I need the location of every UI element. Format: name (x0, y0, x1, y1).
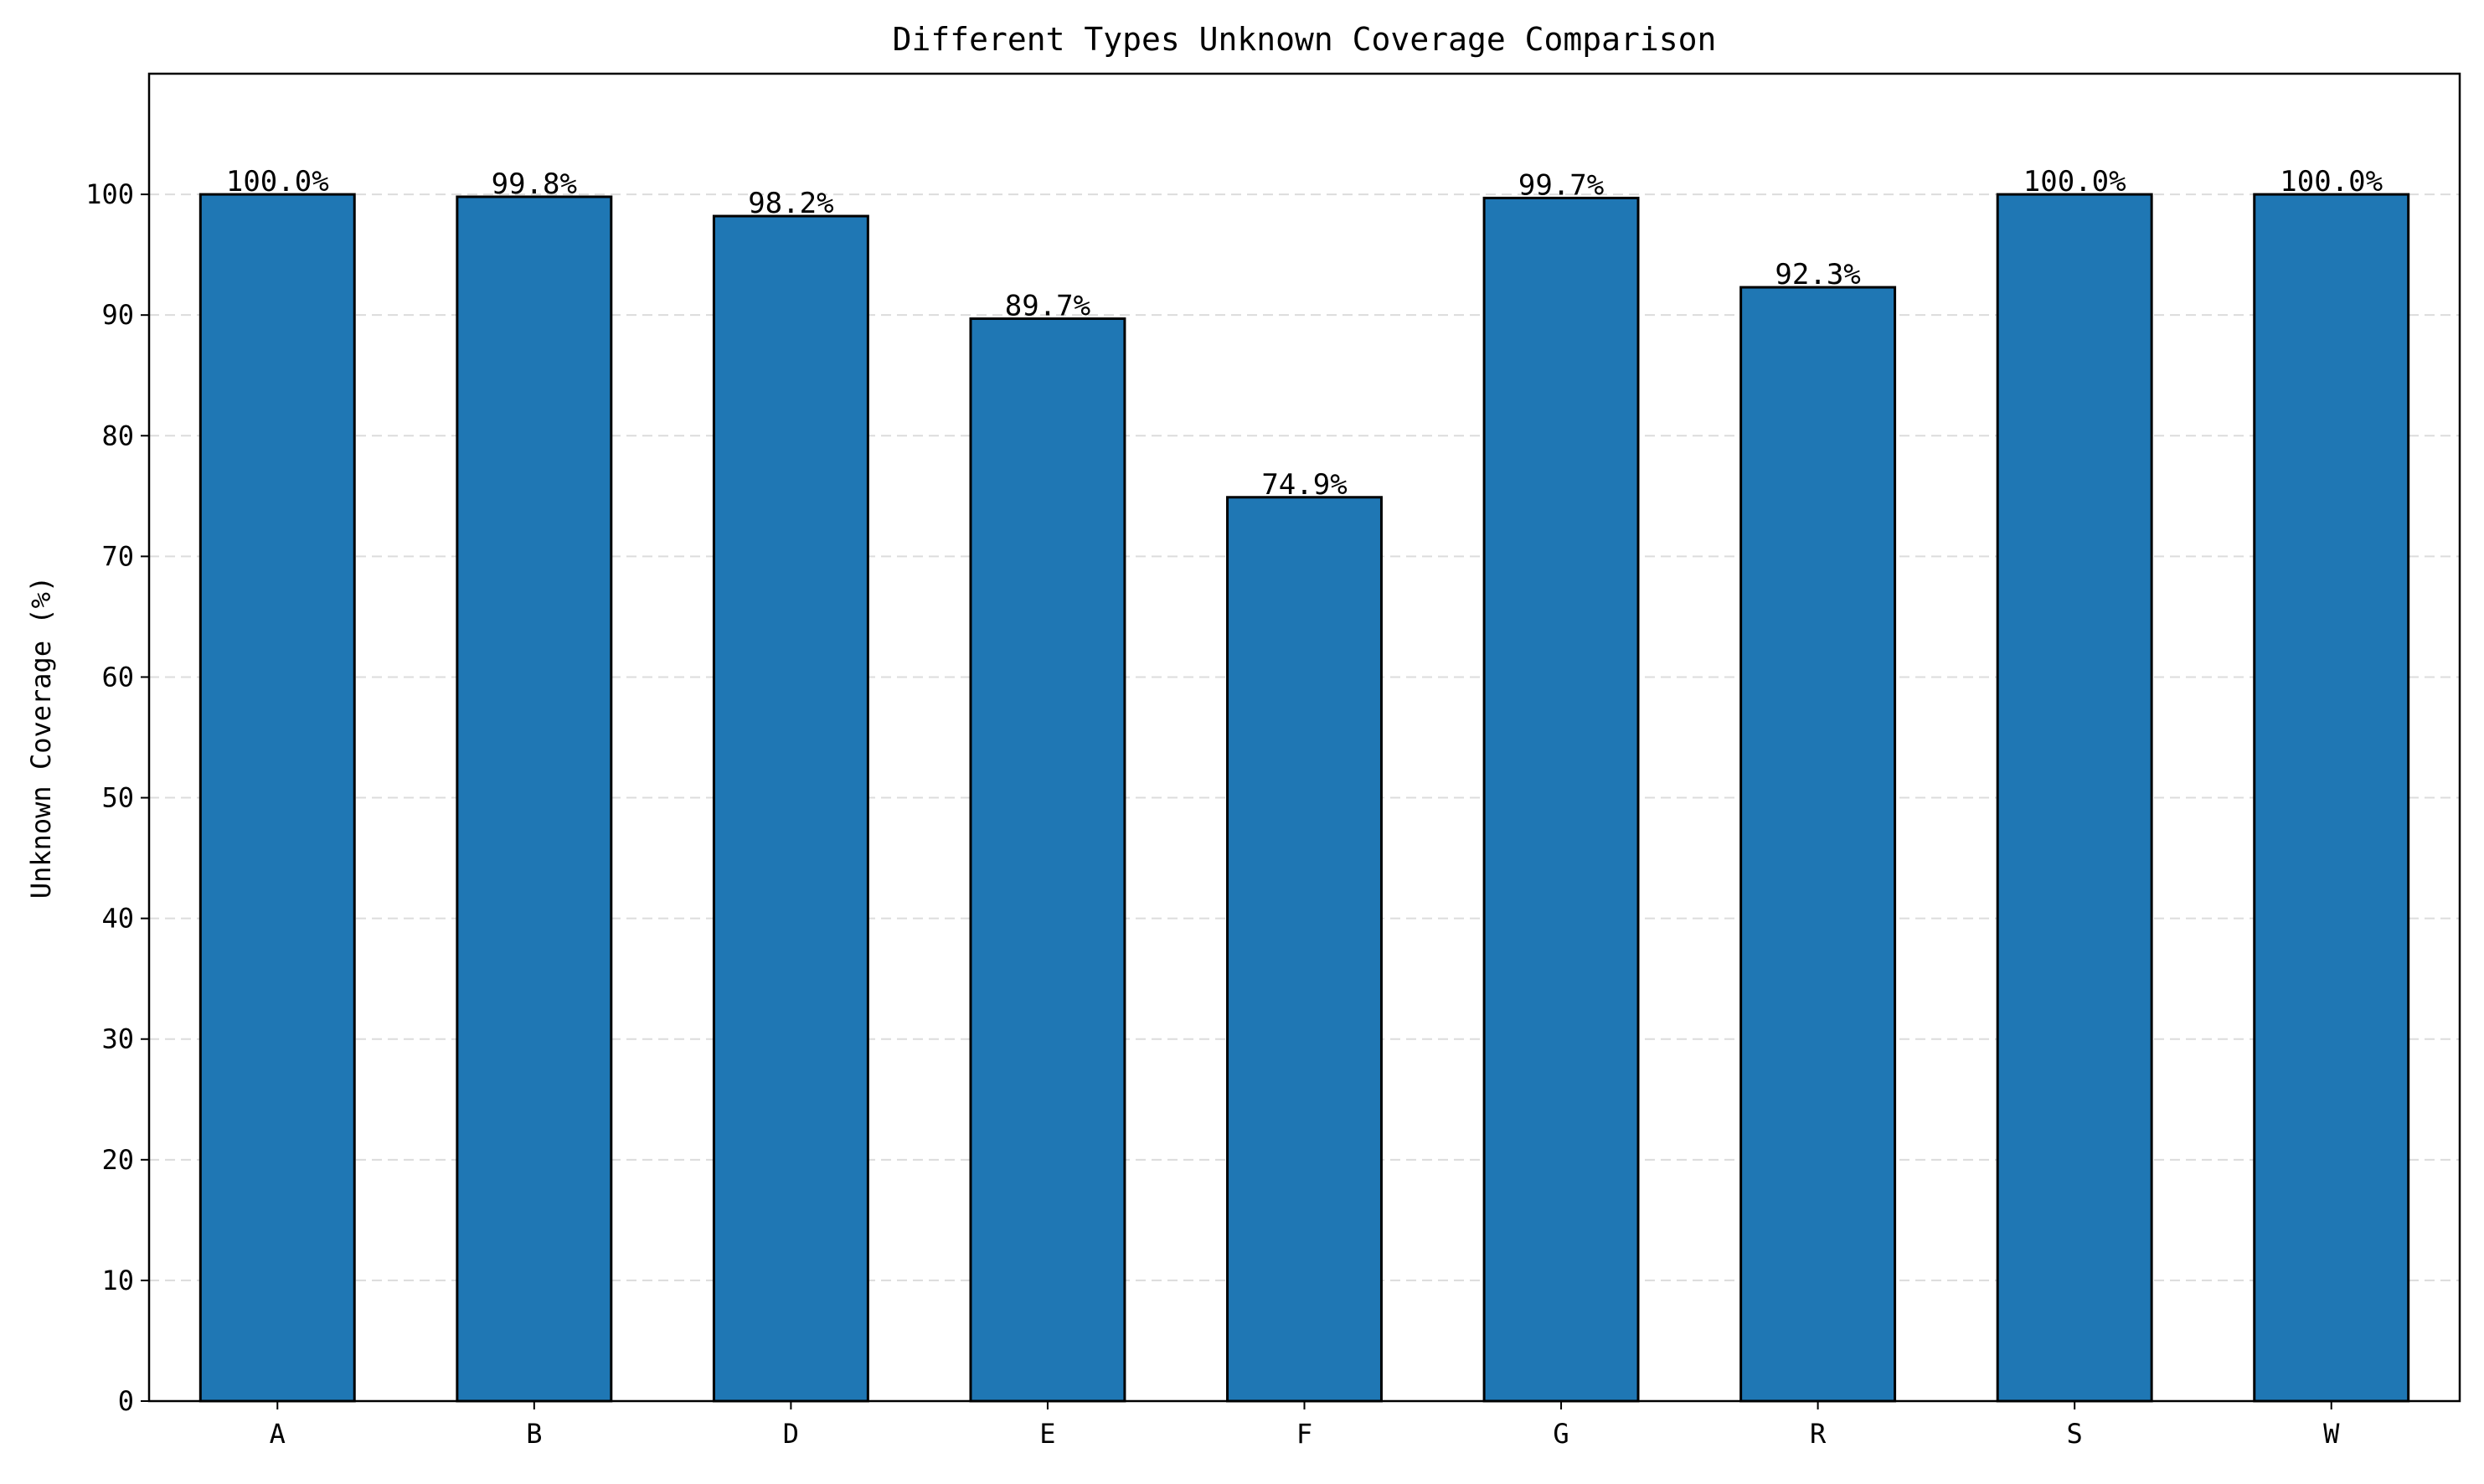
y-axis: 0 10 20 30 40 50 60 70 80 90 100 (85, 178, 149, 1417)
y-tick-label: 20 (101, 1144, 134, 1176)
x-tick-label: B (526, 1418, 542, 1450)
data-label: 99.7% (1518, 168, 1604, 202)
y-tick-label: 40 (101, 903, 134, 935)
y-tick-label: 10 (101, 1265, 134, 1296)
bar-e (969, 317, 1126, 1403)
bar-r (1739, 286, 1897, 1403)
y-tick-label: 100 (85, 178, 134, 210)
y-tick-label: 30 (101, 1023, 134, 1055)
bar-a (198, 193, 356, 1403)
x-tick-label: A (270, 1418, 286, 1450)
bar-w (2253, 193, 2410, 1403)
y-tick-label: 60 (101, 661, 134, 693)
chart-title: Different Types Unknown Coverage Compari… (893, 21, 1717, 58)
bar-g (1482, 196, 1640, 1403)
x-tick-label: F (1296, 1418, 1312, 1450)
y-tick-label: 80 (101, 420, 134, 451)
data-label: 98.2% (748, 187, 833, 220)
data-label: 92.3% (1775, 258, 1860, 291)
y-axis-label: Unknown Coverage (%) (25, 576, 57, 899)
bar-s (1996, 193, 2153, 1403)
y-tick-label: 70 (101, 540, 134, 572)
x-tick-label: G (1553, 1418, 1569, 1450)
x-tick-label: E (1039, 1418, 1055, 1450)
bars (198, 193, 2410, 1403)
data-labels: 100.0% 99.8% 98.2% 89.7% 74.9% 99.7% 92.3% 100.… (226, 165, 2383, 502)
x-tick-label: S (2067, 1418, 2083, 1450)
data-label: 100.0% (2280, 165, 2383, 198)
y-tick-label: 90 (101, 299, 134, 331)
y-tick-label: 0 (118, 1385, 134, 1417)
bar-d (712, 214, 869, 1403)
data-label: 99.8% (492, 167, 577, 201)
x-tick-label: D (783, 1418, 799, 1450)
x-tick-label: W (2323, 1418, 2340, 1450)
y-tick-label: 50 (101, 782, 134, 814)
x-tick-label: R (1810, 1418, 1827, 1450)
data-label: 89.7% (1005, 290, 1090, 323)
data-label: 100.0% (2023, 165, 2126, 198)
bar-f (1226, 496, 1383, 1403)
data-label: 100.0% (226, 165, 329, 198)
bar-b (456, 195, 613, 1403)
data-label: 74.9% (1261, 468, 1347, 502)
